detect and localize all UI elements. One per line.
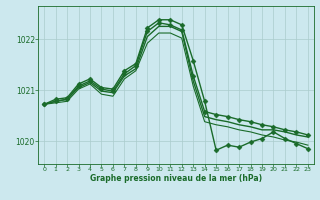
X-axis label: Graphe pression niveau de la mer (hPa): Graphe pression niveau de la mer (hPa)	[90, 174, 262, 183]
